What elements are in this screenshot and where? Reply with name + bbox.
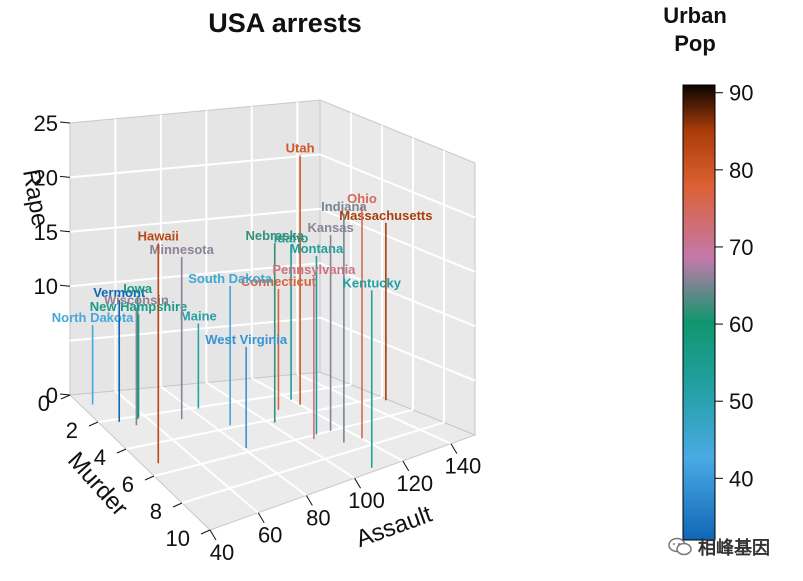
floor-grid-line: [160, 385, 307, 497]
colorbar-tick-label: 90: [729, 81, 753, 106]
x-tick-label: 140: [445, 454, 482, 479]
y-tick-label: 4: [94, 445, 106, 470]
colorbar-tick-label: 50: [729, 389, 753, 414]
point-label: Vermont: [93, 285, 146, 300]
point-label: Nebraska: [245, 228, 304, 243]
colorbar-title: Urban Pop: [640, 2, 750, 58]
point-label: Pennsylvania: [272, 262, 356, 277]
point-label: North Dakota: [52, 310, 134, 325]
x-tick-label: 60: [258, 523, 282, 548]
colorbar-tick-label: 80: [729, 158, 753, 183]
floor-grid-line: [181, 421, 445, 504]
point-label: Hawaii: [138, 228, 179, 243]
panel-boxes: [68, 99, 477, 531]
point-label: Connecticut: [241, 274, 317, 289]
x-tick-label: 100: [348, 488, 385, 513]
z-tick: [59, 175, 71, 178]
point-label: Iowa: [123, 281, 153, 296]
z-tick-label: 25: [34, 111, 58, 136]
floor-grid-line: [125, 396, 383, 450]
floor-grid-line: [205, 381, 356, 480]
colorbar-tick-label: 40: [729, 466, 753, 491]
z-tick: [59, 121, 71, 124]
right-grid-line: [319, 262, 476, 328]
x-tick-label: 40: [210, 540, 234, 565]
right-grid-line: [319, 153, 476, 219]
z-tick-label: 15: [34, 220, 58, 245]
point-label: Ohio: [347, 191, 377, 206]
colorbar-title-line2: Pop: [674, 31, 716, 56]
y-tick: [88, 421, 99, 427]
x-tick: [209, 529, 217, 541]
point-label: New Hampshire: [90, 299, 188, 314]
y-tick: [200, 529, 211, 535]
point-label: Montana: [290, 241, 344, 256]
y-tick-label: 2: [66, 418, 78, 443]
floor-grid-line: [251, 377, 404, 462]
watermark-text: 相峰基因: [698, 538, 770, 559]
x-tick: [257, 512, 265, 523]
y-tick: [60, 394, 71, 400]
floor-grid-line: [153, 408, 414, 477]
z-tick-label: 0: [46, 383, 58, 408]
back-grid-line: [69, 207, 321, 233]
point-label: Wisconsin: [104, 293, 169, 308]
y-tick: [144, 475, 155, 481]
x-tick: [305, 495, 313, 506]
floor-grid-line: [296, 373, 452, 445]
colorbar-title-line1: Urban: [663, 3, 727, 28]
back-grid-line: [69, 153, 321, 179]
point-label: West Virginia: [205, 332, 288, 347]
point-label: Minnesota: [150, 242, 215, 257]
y-tick: [116, 448, 127, 454]
floor-grid-line: [97, 383, 352, 423]
z-tick-label: 20: [34, 165, 58, 190]
y-tick: [172, 502, 183, 508]
y-tick-label: 10: [166, 526, 190, 551]
z-tick: [59, 230, 71, 233]
colorbar: 40 50 60 70 80 90: [682, 81, 753, 541]
right-grid-line: [319, 316, 476, 382]
z-tick: [59, 284, 71, 287]
back-grid-line: [69, 262, 321, 288]
colorbar-rect: [682, 84, 716, 541]
colorbar-tick-label: 60: [729, 312, 753, 337]
watermark: 相峰基因: [668, 534, 770, 560]
y-tick-label: 0: [38, 391, 50, 416]
point-label: Maine: [180, 309, 217, 324]
x-tick: [450, 443, 458, 454]
colorbar-tick-label: 70: [729, 235, 753, 260]
point-label: Kentucky: [342, 275, 401, 290]
z-tick: [59, 393, 71, 396]
wechat-icon: [668, 537, 692, 556]
x-tick: [354, 477, 361, 489]
chart-title: USA arrests: [208, 8, 362, 38]
point-label: Indiana: [321, 199, 367, 214]
right-grid-line: [319, 207, 476, 273]
x-tick-label: 120: [396, 471, 433, 496]
x-tick-label: 80: [306, 505, 330, 530]
y-tick-label: 8: [150, 499, 162, 524]
right-wall-panel: [319, 99, 476, 436]
point-label: Kansas: [307, 220, 353, 235]
grid-lines: [69, 102, 476, 514]
x-tick: [402, 460, 410, 472]
z-tick-label: 10: [34, 274, 58, 299]
point-label: South Dakota: [188, 271, 273, 286]
point-label: Utah: [286, 141, 315, 156]
y-tick-label: 6: [122, 472, 134, 497]
